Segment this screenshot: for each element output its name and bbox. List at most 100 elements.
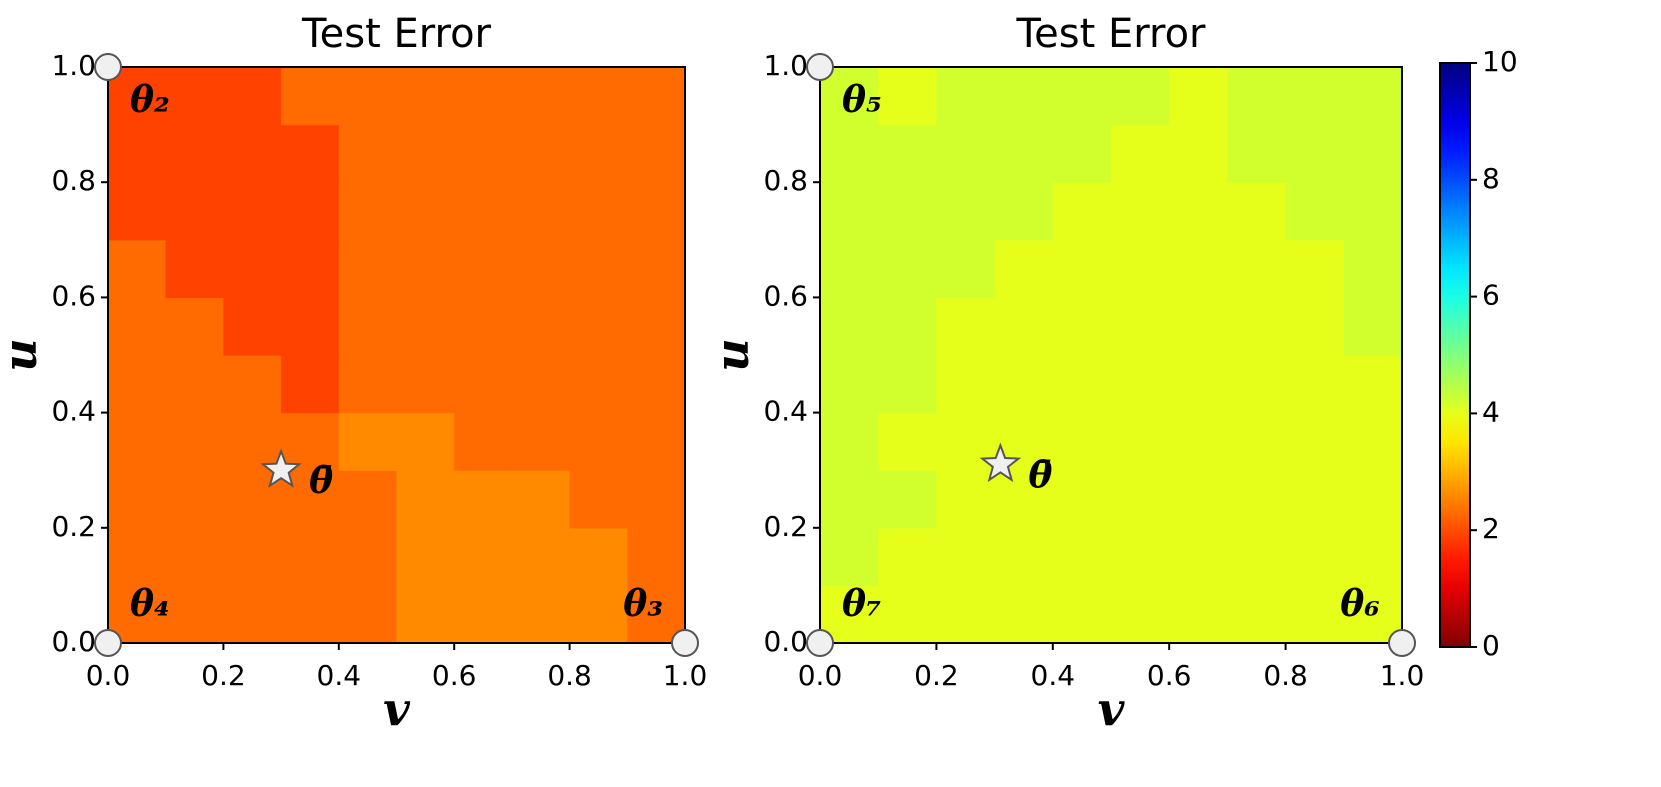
- star-marker: [979, 442, 1022, 483]
- heatmap-cell: [994, 470, 1054, 529]
- heatmap-cell: [627, 182, 686, 241]
- heatmap-cell: [108, 412, 167, 471]
- heatmap-cell: [569, 239, 628, 298]
- heatmap-cell: [281, 239, 340, 298]
- heatmap-cell: [396, 470, 455, 529]
- heatmap-cell: [511, 67, 571, 126]
- heatmap-cell: [878, 527, 937, 586]
- heatmap-cell: [1052, 412, 1112, 471]
- heatmap-cell: [1227, 182, 1287, 241]
- heatmap-cell: [223, 527, 282, 586]
- x-tick-label: 0.6: [432, 659, 477, 692]
- colorbar-tick-label: 2: [1482, 512, 1500, 545]
- heatmap-cell: [338, 67, 398, 126]
- heatmap-cell: [281, 355, 340, 414]
- heatmap-cell: [454, 182, 513, 241]
- heatmap-cell: [396, 585, 455, 644]
- heatmap-cell: [1052, 585, 1112, 644]
- heatmap-cell: [1285, 355, 1345, 414]
- annotation-label: θ₂: [130, 79, 170, 121]
- heatmap-cell: [1285, 297, 1345, 356]
- heatmap-cell: [1111, 239, 1170, 298]
- heatmap-cell: [936, 585, 996, 644]
- heatmap-cell: [1111, 527, 1170, 586]
- y-tick-label: 0.6: [51, 279, 96, 312]
- heatmap-cell: [1111, 297, 1170, 356]
- heatmap-cell: [820, 297, 879, 356]
- heatmap-cell: [878, 585, 937, 644]
- heatmap-cell: [1343, 355, 1403, 414]
- heatmap-cell: [878, 182, 937, 241]
- y-axis-label: u: [705, 338, 759, 371]
- heatmap-cell: [1052, 124, 1112, 183]
- heatmap-cell: [1343, 412, 1403, 471]
- heatmap-cell: [511, 297, 571, 356]
- heatmap-cell: [1111, 355, 1170, 414]
- heatmap-cell: [820, 412, 879, 471]
- heatmap-cell: [454, 239, 513, 298]
- heatmap-cell: [165, 355, 224, 414]
- heatmap-cell: [281, 297, 340, 356]
- heatmap-cell: [1227, 124, 1287, 183]
- heatmap-cell: [454, 527, 513, 586]
- heatmap-cell: [1111, 412, 1170, 471]
- heatmap-cell: [878, 124, 937, 183]
- y-tick-label: 0.2: [51, 510, 96, 543]
- heatmap-cell: [396, 182, 455, 241]
- heatmap-cell: [108, 355, 167, 414]
- heatmap-cell: [936, 182, 996, 241]
- heatmap-cell: [1111, 182, 1170, 241]
- heatmap-cell: [338, 355, 398, 414]
- x-tick-label: 0.2: [914, 659, 959, 692]
- axes-frame: [819, 66, 1403, 644]
- heatmap-cell: [281, 412, 340, 471]
- heatmap-cell: [1169, 182, 1228, 241]
- heatmap-cell: [936, 355, 996, 414]
- y-tick-label: 0.4: [763, 395, 808, 428]
- heatmap-cell: [223, 239, 282, 298]
- annotation-label: θ̄: [1028, 454, 1052, 496]
- heatmap-cell: [511, 585, 571, 644]
- heatmap-cell: [165, 67, 224, 126]
- heatmap-cell: [1052, 239, 1112, 298]
- heatmap-cell: [165, 412, 224, 471]
- heatmap-cell: [1285, 412, 1345, 471]
- heatmap-cell: [1285, 470, 1345, 529]
- heatmap-cell: [627, 297, 686, 356]
- heatmap-cell: [281, 67, 340, 126]
- heatmap-cell: [1111, 67, 1170, 126]
- heatmap-cell: [1169, 585, 1228, 644]
- heatmap-cell: [165, 470, 224, 529]
- y-tick-label: 1.0: [763, 49, 808, 82]
- heatmap-cell: [108, 124, 167, 183]
- heatmap-cell: [878, 412, 937, 471]
- heatmap-cell: [396, 239, 455, 298]
- colorbar-tick-label: 4: [1482, 395, 1500, 428]
- heatmap-cell: [1169, 470, 1228, 529]
- heatmap-cell: [820, 355, 879, 414]
- heatmap-cell: [994, 124, 1054, 183]
- star-marker: [260, 448, 302, 488]
- heatmap-cell: [396, 297, 455, 356]
- corner-marker: [806, 53, 834, 81]
- heatmap-cell: [1052, 355, 1112, 414]
- heatmap-cell: [165, 585, 224, 644]
- heatmap-cell: [1052, 297, 1112, 356]
- corner-marker: [94, 53, 122, 81]
- corner-marker: [94, 629, 122, 657]
- heatmap-cell: [1227, 527, 1287, 586]
- heatmap-cell: [878, 355, 937, 414]
- colorbar-tick-label: 6: [1482, 279, 1500, 312]
- heatmap-cell: [108, 182, 167, 241]
- heatmap-cell: [454, 124, 513, 183]
- heatmap-cell: [1169, 527, 1228, 586]
- heatmap-cell: [338, 412, 398, 471]
- heatmap-cell: [165, 182, 224, 241]
- heatmap-cell: [936, 124, 996, 183]
- colorbar-tick-label: 0: [1482, 629, 1500, 662]
- heatmap-cell: [994, 182, 1054, 241]
- y-tick-label: 0.8: [51, 164, 96, 197]
- heatmap-cell: [820, 124, 879, 183]
- heatmap-cell: [454, 412, 513, 471]
